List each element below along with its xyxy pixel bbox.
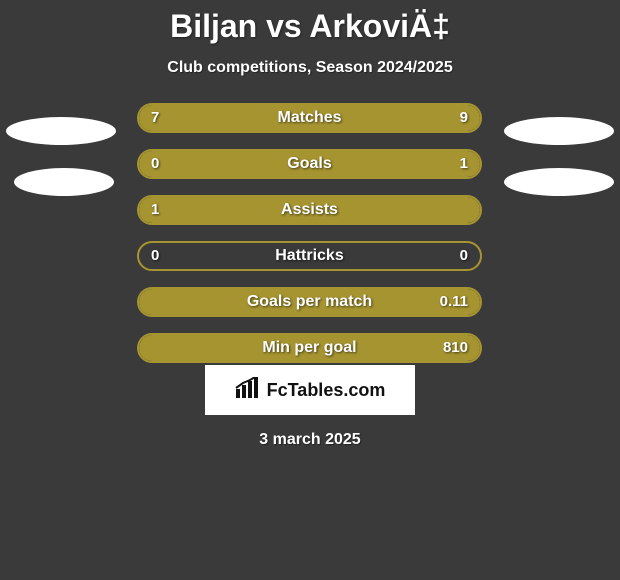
- brand-chart-icon: [235, 377, 261, 404]
- bar-label: Assists: [139, 197, 480, 223]
- footer-date: 3 march 2025: [0, 431, 620, 449]
- bar-row: Min per goal810: [137, 333, 482, 363]
- player-left-badge-1: [6, 117, 116, 145]
- bar-row: 0Hattricks0: [137, 241, 482, 271]
- bar-row: Goals per match0.11: [137, 287, 482, 317]
- bar-row: 7Matches9: [137, 103, 482, 133]
- bar-row: 1Assists: [137, 195, 482, 225]
- bar-label: Min per goal: [139, 335, 480, 361]
- bar-value-right: 1: [460, 151, 468, 177]
- bar-value-right: 0: [460, 243, 468, 269]
- bar-value-right: 810: [443, 335, 468, 361]
- bar-label: Goals: [139, 151, 480, 177]
- bar-label: Hattricks: [139, 243, 480, 269]
- player-right-badge-2: [504, 168, 614, 196]
- player-right-badge-1: [504, 117, 614, 145]
- bar-row: 0Goals1: [137, 149, 482, 179]
- page-subtitle: Club competitions, Season 2024/2025: [0, 59, 620, 77]
- page-title: Biljan vs ArkoviÄ‡: [0, 0, 620, 45]
- bar-value-right: 0.11: [440, 289, 468, 315]
- bar-value-right: 9: [460, 105, 468, 131]
- player-left-badge-2: [14, 168, 114, 196]
- bar-label: Matches: [139, 105, 480, 131]
- bar-label: Goals per match: [139, 289, 480, 315]
- bars-container: 7Matches90Goals11Assists0Hattricks0Goals…: [137, 103, 482, 379]
- brand-text: FcTables.com: [267, 380, 386, 401]
